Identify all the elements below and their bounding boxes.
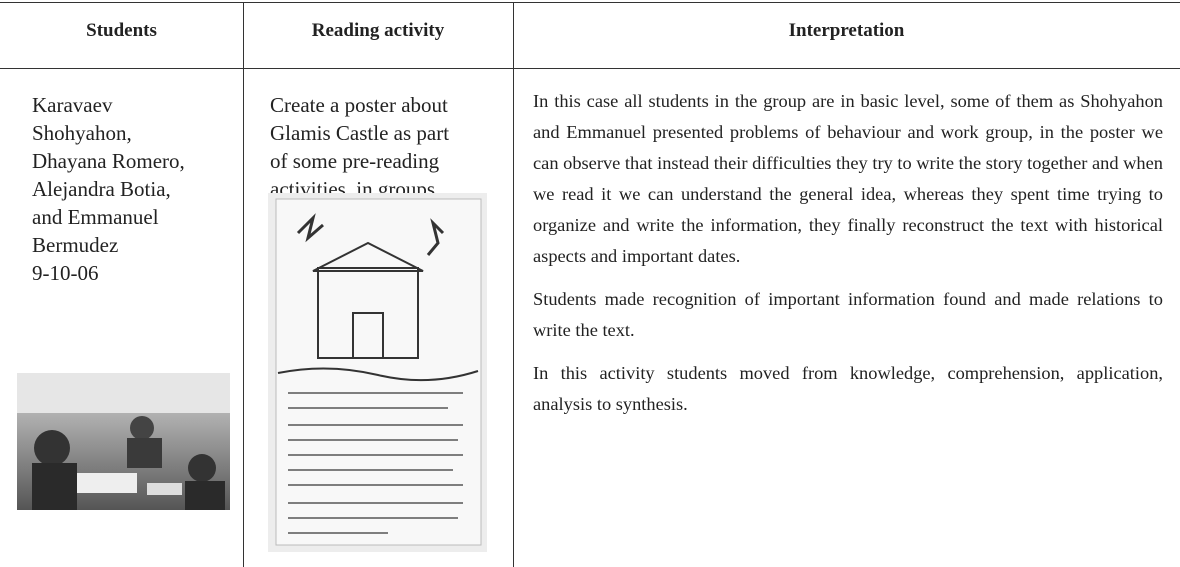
column-header: Interpretation <box>788 20 905 41</box>
text-line: Glamis Castle as part <box>270 121 450 145</box>
paragraph: In this case all students in the group a… <box>533 91 1163 266</box>
text-line: Shohyahon, <box>32 121 132 145</box>
text-line: Alejandra Botia, <box>32 177 171 201</box>
interpretation-cell: In this case all students in the group a… <box>533 86 1163 432</box>
students-cell: Karavaev Shohyahon, Dhayana Romero, Alejand… <box>32 91 185 287</box>
poster-photo <box>268 193 487 552</box>
activity-cell: Create a poster about Glamis Castle as pa… <box>270 91 449 203</box>
text-line: Create a poster about <box>270 93 448 117</box>
text-line: of some pre-reading <box>270 149 440 173</box>
column-header: Reading activity <box>311 20 445 41</box>
column-rule <box>513 2 514 567</box>
text-line: Dhayana Romero, <box>32 149 185 173</box>
students-photo <box>17 373 230 510</box>
text-line: 9-10-06 <box>32 261 99 285</box>
text-line: and Emmanuel <box>32 205 159 229</box>
table-top-border <box>0 2 1180 3</box>
paragraph: In this activity students moved from kno… <box>533 363 1163 414</box>
paragraph: Students made recognition of important i… <box>533 289 1163 340</box>
column-header: Students <box>86 20 157 41</box>
column-rule <box>243 2 244 567</box>
text-line: Karavaev <box>32 93 113 117</box>
header-rule <box>0 68 1180 69</box>
text-line: Bermudez <box>32 233 119 257</box>
